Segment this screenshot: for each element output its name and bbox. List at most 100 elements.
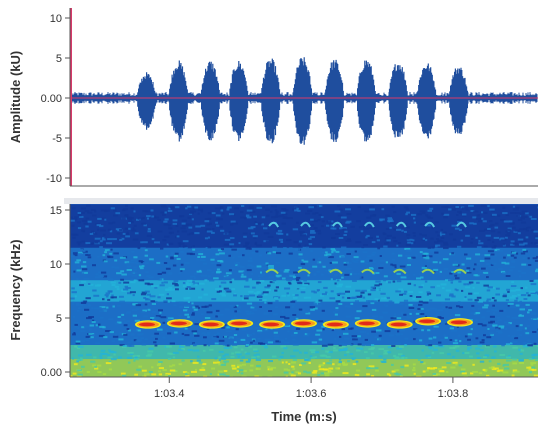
noise-speckle xyxy=(322,251,327,254)
noise-speckle xyxy=(233,315,237,318)
noise-speckle xyxy=(205,229,209,232)
noise-speckle xyxy=(390,263,393,266)
noise-speckle xyxy=(160,316,167,319)
noise-speckle xyxy=(459,306,464,309)
noise-speckle xyxy=(97,371,102,374)
noise-speckle xyxy=(419,233,422,236)
noise-speckle xyxy=(75,342,81,345)
noise-speckle xyxy=(413,234,416,237)
noise-speckle xyxy=(189,212,194,215)
noise-speckle xyxy=(93,356,97,359)
noise-speckle xyxy=(130,339,134,342)
noise-speckle xyxy=(392,280,396,283)
noise-speckle xyxy=(522,345,529,348)
noise-speckle xyxy=(493,236,500,239)
noise-speckle xyxy=(527,339,531,342)
noise-speckle xyxy=(476,352,480,355)
noise-speckle xyxy=(357,205,361,208)
noise-speckle xyxy=(85,242,91,245)
noise-speckle xyxy=(343,337,350,340)
noise-speckle xyxy=(489,326,495,329)
noise-speckle xyxy=(90,360,96,363)
noise-speckle xyxy=(467,343,472,346)
noise-speckle xyxy=(465,269,470,272)
noise-speckle xyxy=(520,221,527,224)
noise-speckle xyxy=(300,291,306,294)
noise-speckle xyxy=(272,355,277,358)
noise-speckle xyxy=(230,220,236,223)
noise-speckle xyxy=(404,344,407,347)
noise-speckle xyxy=(99,306,106,309)
noise-speckle xyxy=(350,302,354,305)
noise-speckle xyxy=(229,337,233,340)
noise-speckle xyxy=(204,237,209,240)
call-core xyxy=(231,321,248,326)
noise-speckle xyxy=(342,228,347,231)
noise-speckle xyxy=(261,292,264,295)
noise-speckle xyxy=(165,288,169,291)
noise-speckle xyxy=(475,312,481,314)
noise-speckle xyxy=(321,354,327,357)
noise-speckle xyxy=(336,334,342,337)
noise-speckle xyxy=(371,344,375,347)
noise-speckle xyxy=(228,254,231,257)
noise-speckle xyxy=(457,301,461,304)
noise-speckle xyxy=(515,303,522,306)
noise-speckle xyxy=(227,206,232,209)
noise-speckle xyxy=(479,341,485,344)
noise-speckle xyxy=(136,368,141,371)
noise-speckle xyxy=(80,340,86,342)
noise-speckle xyxy=(345,267,352,270)
noise-speckle xyxy=(365,344,372,346)
noise-speckle xyxy=(470,372,474,375)
noise-speckle xyxy=(439,233,446,236)
noise-speckle xyxy=(359,347,364,350)
noise-speckle xyxy=(161,271,167,274)
noise-speckle xyxy=(158,361,163,363)
noise-speckle xyxy=(523,298,528,300)
noise-speckle xyxy=(396,272,401,275)
noise-speckle xyxy=(444,298,450,301)
noise-speckle xyxy=(351,258,354,261)
noise-speckle xyxy=(120,318,126,321)
noise-speckle xyxy=(131,250,135,253)
noise-speckle xyxy=(386,373,390,376)
noise-speckle xyxy=(359,247,366,250)
noise-speckle xyxy=(275,286,279,289)
third-harmonic xyxy=(268,221,279,228)
noise-speckle xyxy=(151,238,155,241)
noise-speckle xyxy=(379,316,384,319)
noise-speckle xyxy=(494,320,499,323)
noise-speckle xyxy=(298,244,301,247)
noise-speckle xyxy=(339,349,345,351)
noise-speckle xyxy=(104,210,108,213)
noise-speckle xyxy=(220,363,226,366)
noise-speckle xyxy=(505,236,508,239)
noise-speckle xyxy=(150,317,156,319)
call-core xyxy=(139,322,155,327)
noise-speckle xyxy=(240,348,244,351)
noise-speckle xyxy=(379,219,383,222)
noise-speckle xyxy=(298,256,304,259)
noise-speckle xyxy=(72,333,76,336)
noise-speckle xyxy=(478,325,483,328)
noise-speckle xyxy=(268,360,273,363)
noise-speckle xyxy=(412,369,416,372)
noise-speckle xyxy=(142,217,145,220)
noise-speckle xyxy=(339,274,344,277)
noise-speckle xyxy=(166,329,169,332)
noise-speckle xyxy=(515,304,520,307)
noise-speckle xyxy=(231,288,236,291)
noise-speckle xyxy=(475,236,478,239)
noise-speckle xyxy=(439,234,442,237)
noise-speckle xyxy=(532,368,537,371)
noise-speckle xyxy=(206,230,213,233)
noise-speckle xyxy=(386,239,391,242)
noise-speckle xyxy=(477,300,483,303)
noise-speckle xyxy=(179,242,185,245)
noise-speckle xyxy=(284,337,287,340)
noise-speckle xyxy=(507,334,510,337)
noise-speckle xyxy=(235,328,239,331)
noise-speckle xyxy=(123,321,128,324)
noise-speckle xyxy=(191,370,197,373)
